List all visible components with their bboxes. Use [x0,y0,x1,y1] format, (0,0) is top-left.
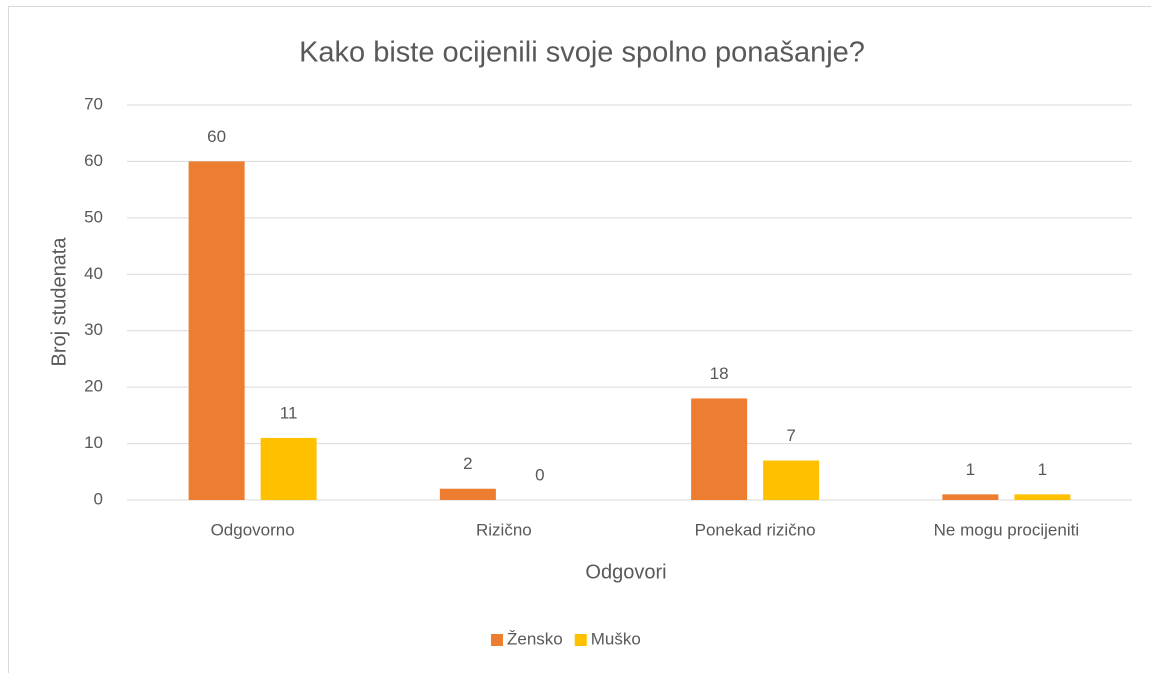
x-tick-label: Odgovorno [211,520,295,539]
legend-swatch [574,634,587,646]
bar [439,488,496,500]
y-tick-label: 20 [84,377,103,396]
data-label: 11 [280,403,298,422]
data-label: 7 [786,426,795,445]
y-tick-label: 30 [84,320,103,339]
y-tick-label: 60 [84,151,103,170]
x-axis-label: Odgovori [585,561,666,583]
data-label: 60 [207,127,226,146]
bar [188,161,245,500]
y-tick-label: 0 [94,489,103,508]
legend-label: Žensko [507,629,563,648]
data-label: 1 [966,460,975,479]
chart-title: Kako biste ocijenili svoje spolno ponaša… [299,37,865,69]
bar [942,494,999,500]
data-label: 0 [535,465,544,484]
data-label: 2 [463,454,472,473]
legend-label: Muško [591,629,641,648]
chart-border [8,6,1151,673]
y-tick-label: 50 [84,207,103,226]
y-tick-label: 70 [84,94,103,113]
legend-swatch [491,634,503,646]
x-tick-label: Ponekad rizično [695,520,816,539]
data-label: 1 [1038,460,1047,479]
y-tick-label: 10 [84,433,103,452]
bar [1014,494,1071,500]
y-tick-label: 40 [84,264,103,283]
bar [260,437,317,500]
x-tick-label: Rizično [476,520,532,539]
bar [691,398,748,500]
x-tick-label: Ne mogu procijeniti [934,520,1080,539]
data-label: 18 [710,364,729,383]
y-axis-label: Broj studenata [48,237,70,367]
bar [763,460,820,500]
